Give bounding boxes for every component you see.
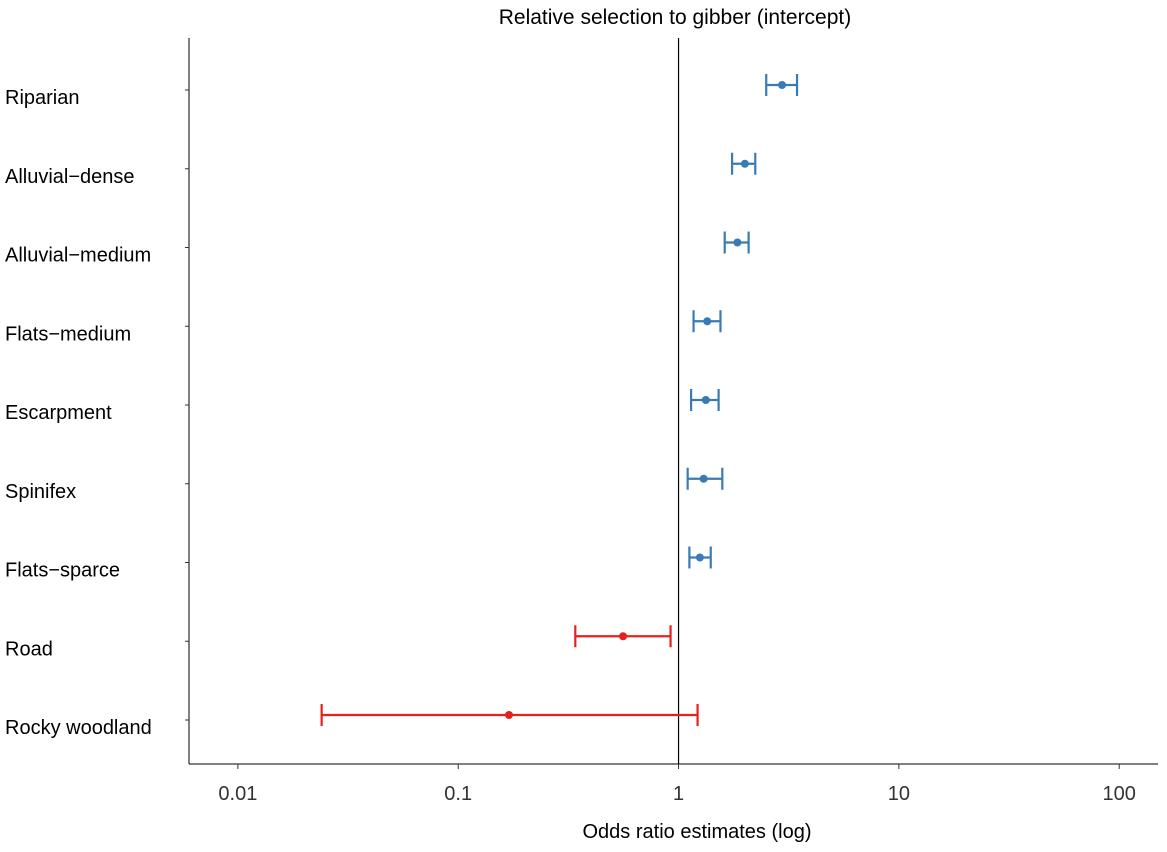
category-label: Road [5,638,53,660]
axes [185,38,1158,765]
error-bar [723,231,750,254]
error-bars [320,74,799,726]
chart-title: Relative selection to gibber (intercept) [499,6,852,29]
category-label: Spinifex [5,481,76,503]
error-bar [688,546,712,569]
category-labels: Riparian Alluvial−dense Alluvial−medium Fla… [5,87,152,739]
estimate-point [733,238,742,247]
category-label: Alluvial−dense [5,166,135,188]
error-bar [320,704,699,726]
error-bar [689,389,720,411]
category-label: Alluvial−medium [5,245,151,267]
estimate-point [701,396,710,404]
error-bar [692,310,722,333]
estimate-point [504,711,513,719]
estimate-point [695,553,704,562]
x-tick-label: 0.01 [218,783,257,805]
category-label: Flats−medium [5,323,131,345]
error-bar [574,625,672,648]
estimate-point [778,81,787,89]
x-axis-label: Odds ratio estimates (log) [583,821,812,843]
x-tick-label: 1 [673,783,684,805]
x-tick-label: 100 [1103,783,1136,805]
category-label: Rocky woodland [5,717,152,739]
category-label: Flats−sparce [5,560,120,582]
error-bar [686,467,724,490]
category-label: Escarpment [5,402,112,424]
estimate-point [740,159,749,168]
estimate-point [703,317,712,326]
error-bar [765,74,799,96]
category-label: Riparian [5,87,79,109]
x-tick-label: 10 [888,783,910,805]
estimate-point [699,474,708,483]
estimate-point [619,632,628,641]
error-bar [730,152,757,175]
x-axis-ticks: 0.01 0.1 1 10 100 [218,764,1136,805]
x-tick-label: 0.1 [444,783,472,805]
